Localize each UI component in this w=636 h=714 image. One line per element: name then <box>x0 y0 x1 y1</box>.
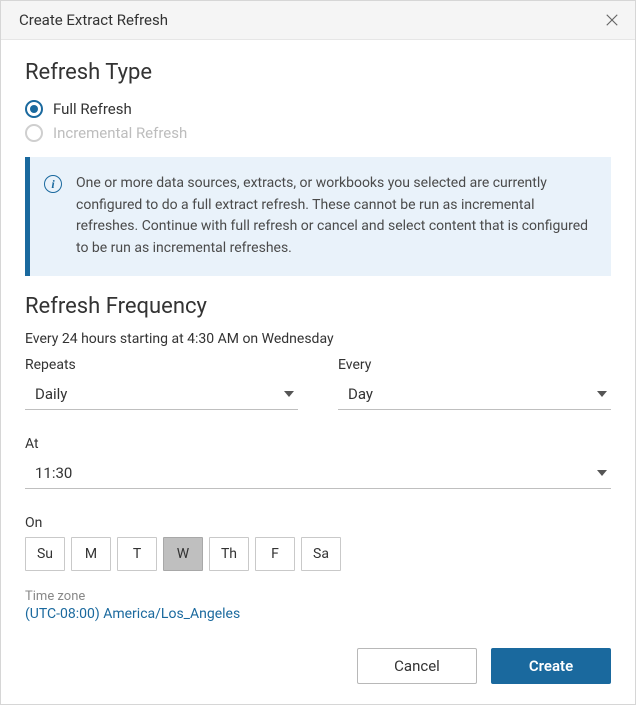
radio-label: Full Refresh <box>53 100 132 118</box>
refresh-type-heading: Refresh Type <box>25 60 611 85</box>
day-button-sa[interactable]: Sa <box>301 537 341 571</box>
frequency-summary: Every 24 hours starting at 4:30 AM on We… <box>25 331 611 347</box>
radio-icon <box>25 124 43 142</box>
every-value: Day <box>348 385 373 403</box>
at-select[interactable]: 11:30 <box>25 458 611 489</box>
dialog-titlebar: Create Extract Refresh <box>1 1 635 40</box>
field-at: At 11:30 <box>25 436 611 489</box>
timezone-link[interactable]: (UTC-08:00) America/Los_Angeles <box>25 606 611 622</box>
info-banner: i One or more data sources, extracts, or… <box>25 157 611 276</box>
on-label: On <box>25 515 611 531</box>
chevron-down-icon <box>597 470 607 476</box>
repeats-value: Daily <box>35 385 67 403</box>
dialog-footer: Cancel Create <box>1 630 635 704</box>
every-select[interactable]: Day <box>338 379 611 410</box>
day-button-th[interactable]: Th <box>209 537 249 571</box>
cancel-button[interactable]: Cancel <box>357 648 477 684</box>
timezone-block: Time zone (UTC-08:00) America/Los_Angele… <box>25 589 611 622</box>
create-extract-refresh-dialog: Create Extract Refresh Refresh Type Full… <box>0 0 636 705</box>
chevron-down-icon <box>597 391 607 397</box>
close-icon[interactable] <box>603 11 621 29</box>
refresh-type-radio-group: Full Refresh Incremental Refresh <box>25 97 611 145</box>
refresh-frequency-heading: Refresh Frequency <box>25 294 611 319</box>
radio-incremental-refresh: Incremental Refresh <box>25 121 611 145</box>
radio-full-refresh[interactable]: Full Refresh <box>25 97 611 121</box>
day-button-t[interactable]: T <box>117 537 157 571</box>
create-button[interactable]: Create <box>491 648 611 684</box>
radio-icon <box>25 100 43 118</box>
radio-label: Incremental Refresh <box>53 124 187 142</box>
day-button-m[interactable]: M <box>71 537 111 571</box>
at-label: At <box>25 436 611 452</box>
chevron-down-icon <box>284 391 294 397</box>
field-on: On SuMTWThFSa <box>25 515 611 571</box>
info-text: One or more data sources, extracts, or w… <box>76 173 593 260</box>
day-button-w[interactable]: W <box>163 537 203 571</box>
repeats-select[interactable]: Daily <box>25 379 298 410</box>
timezone-label: Time zone <box>25 589 611 604</box>
day-button-su[interactable]: Su <box>25 537 65 571</box>
day-button-f[interactable]: F <box>255 537 295 571</box>
dialog-content: Refresh Type Full Refresh Incremental Re… <box>1 40 635 630</box>
dialog-title: Create Extract Refresh <box>19 11 168 29</box>
at-value: 11:30 <box>35 464 72 482</box>
row-at: At 11:30 <box>25 436 611 489</box>
info-icon: i <box>44 175 62 193</box>
every-label: Every <box>338 357 611 373</box>
day-of-week-row: SuMTWThFSa <box>25 537 611 571</box>
field-every: Every Day <box>338 357 611 410</box>
field-repeats: Repeats Daily <box>25 357 298 410</box>
row-repeats-every: Repeats Daily Every Day <box>25 357 611 410</box>
repeats-label: Repeats <box>25 357 298 373</box>
